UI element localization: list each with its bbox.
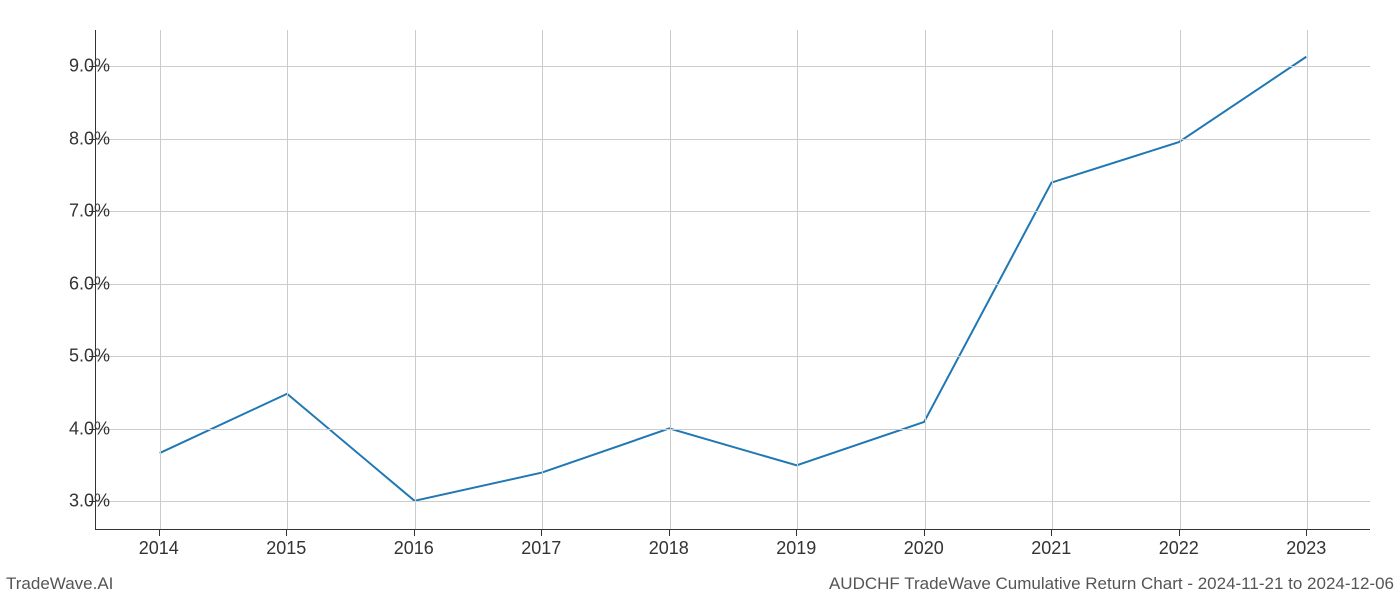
x-tick-label: 2020 <box>904 538 944 559</box>
grid-line-vertical <box>1180 30 1181 529</box>
grid-line-vertical <box>160 30 161 529</box>
grid-line-vertical <box>287 30 288 529</box>
x-tick-label: 2019 <box>776 538 816 559</box>
x-tick-label: 2022 <box>1159 538 1199 559</box>
grid-line-vertical <box>1052 30 1053 529</box>
x-tick-mark <box>796 530 797 536</box>
grid-line-vertical <box>542 30 543 529</box>
x-tick-mark <box>924 530 925 536</box>
x-tick-mark <box>541 530 542 536</box>
grid-line-vertical <box>415 30 416 529</box>
y-tick-label: 5.0% <box>20 346 110 367</box>
y-tick-mark <box>89 429 95 430</box>
grid-line-vertical <box>925 30 926 529</box>
plot-area <box>95 30 1370 530</box>
x-tick-label: 2021 <box>1031 538 1071 559</box>
x-tick-mark <box>1179 530 1180 536</box>
y-tick-label: 7.0% <box>20 201 110 222</box>
y-tick-label: 6.0% <box>20 273 110 294</box>
grid-line-vertical <box>797 30 798 529</box>
footer-brand: TradeWave.AI <box>6 574 113 594</box>
x-tick-mark <box>669 530 670 536</box>
y-tick-mark <box>89 284 95 285</box>
x-tick-label: 2018 <box>649 538 689 559</box>
x-tick-mark <box>159 530 160 536</box>
x-tick-label: 2015 <box>266 538 306 559</box>
footer-caption: AUDCHF TradeWave Cumulative Return Chart… <box>829 574 1394 594</box>
y-tick-mark <box>89 501 95 502</box>
x-tick-mark <box>286 530 287 536</box>
x-tick-label: 2023 <box>1286 538 1326 559</box>
y-tick-mark <box>89 211 95 212</box>
x-tick-label: 2017 <box>521 538 561 559</box>
grid-line-vertical <box>670 30 671 529</box>
y-tick-mark <box>89 356 95 357</box>
y-tick-label: 8.0% <box>20 128 110 149</box>
y-tick-label: 4.0% <box>20 418 110 439</box>
x-tick-mark <box>414 530 415 536</box>
x-tick-label: 2014 <box>139 538 179 559</box>
y-tick-label: 9.0% <box>20 56 110 77</box>
y-tick-mark <box>89 139 95 140</box>
grid-line-vertical <box>1307 30 1308 529</box>
y-tick-label: 3.0% <box>20 491 110 512</box>
x-tick-mark <box>1306 530 1307 536</box>
x-tick-mark <box>1051 530 1052 536</box>
chart-container <box>95 30 1370 530</box>
y-tick-mark <box>89 66 95 67</box>
x-tick-label: 2016 <box>394 538 434 559</box>
